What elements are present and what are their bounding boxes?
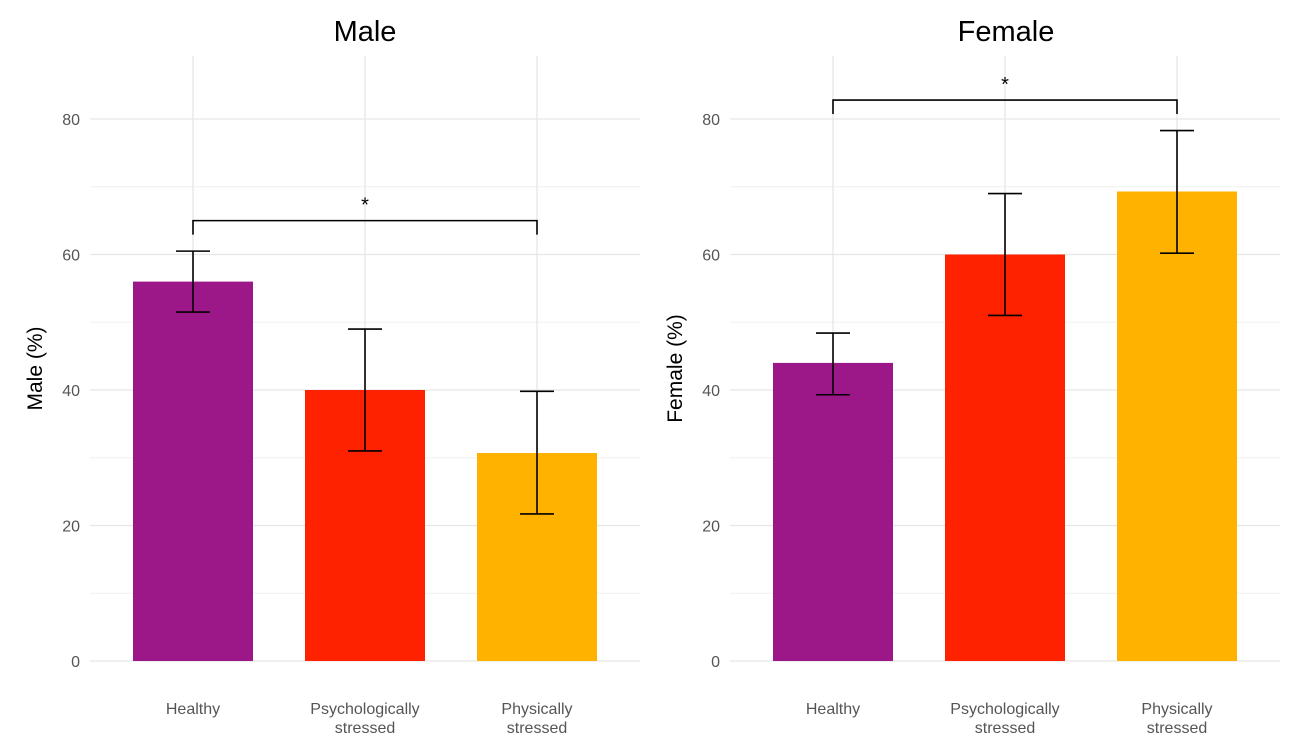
chart-title: Male (334, 16, 397, 48)
bar (773, 362, 893, 661)
y-tick-label: 0 (711, 654, 720, 671)
y-tick-label: 40 (702, 383, 720, 400)
y-tick-label: 60 (62, 248, 80, 265)
x-tick-label: Healthy (806, 701, 860, 718)
y-tick-label: 20 (62, 519, 80, 536)
y-tick-label: 80 (62, 112, 80, 129)
y-tick-label: 0 (71, 654, 80, 671)
y-axis-label: Female (%) (664, 314, 687, 423)
significance-star: * (361, 195, 369, 217)
y-tick-label: 20 (702, 519, 720, 536)
chart-title: Female (958, 16, 1055, 48)
error-bar (520, 390, 554, 515)
y-tick-label: 60 (702, 248, 720, 265)
chart-panel: 0 20 40 60 80 * Healthy Psychologically stressed… (24, 16, 640, 737)
chart-panel: 0 20 40 60 80 * Healthy Psychologically stressed… (664, 16, 1280, 737)
x-tick-label: Physically stressed (1141, 701, 1212, 737)
error-bar (988, 192, 1022, 317)
x-tick-label: Healthy (166, 701, 220, 718)
bar (133, 281, 253, 661)
x-tick-label: Psychologically stressed (950, 701, 1059, 737)
significance-bracket (192, 219, 538, 235)
y-tick-label: 80 (702, 112, 720, 129)
significance-star: * (1001, 74, 1009, 96)
error-bar (348, 328, 382, 452)
bar (945, 254, 1065, 661)
error-bar (1160, 129, 1194, 254)
significance-bracket (832, 99, 1178, 115)
bar (1117, 191, 1237, 661)
y-axis-label: Male (%) (24, 326, 47, 410)
error-bar (816, 332, 850, 396)
x-tick-label: Physically stressed (501, 701, 572, 737)
error-bar (176, 250, 210, 313)
y-tick-label: 40 (62, 383, 80, 400)
x-tick-label: Psychologically stressed (310, 701, 419, 737)
